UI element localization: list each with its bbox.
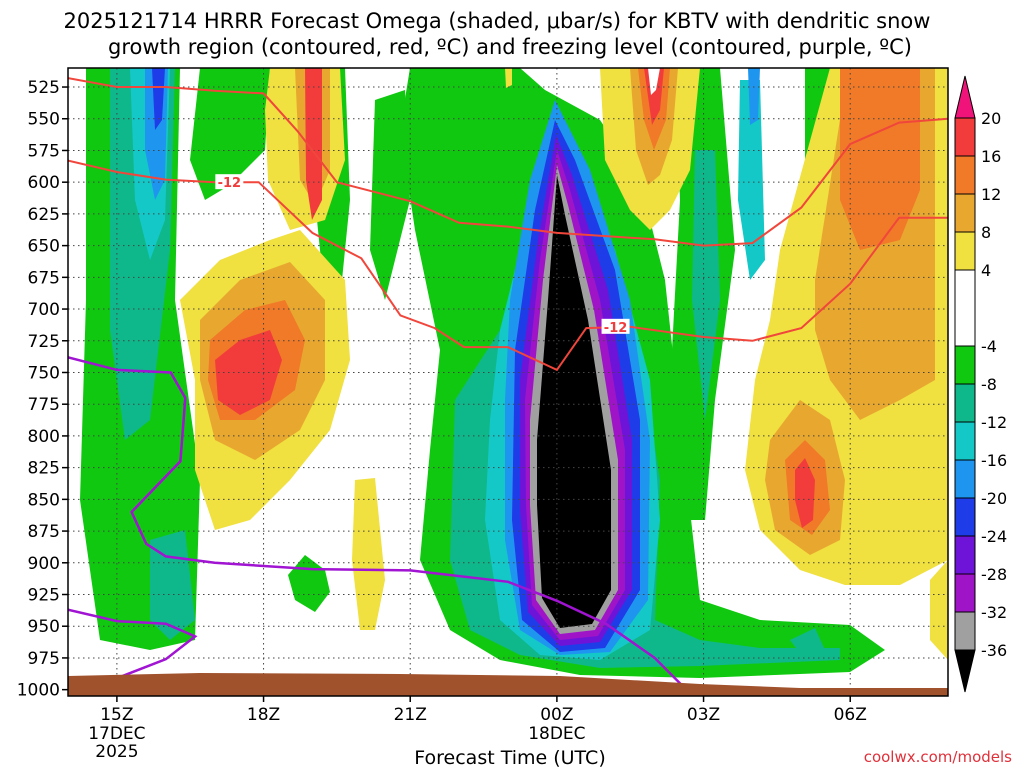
ascent-right-blue	[748, 68, 760, 125]
y-tick-label-725: 725	[28, 332, 60, 352]
freezing-level-lower-contour	[68, 608, 198, 684]
colorbar-bottom-arrow	[954, 649, 976, 693]
y-tick-label-800: 800	[28, 427, 60, 447]
colorbar-band--12-to--8	[954, 383, 976, 423]
colorbar-legend: 20 16 12 8 4 -4 -8 -12 -16 -20 -24 -28 -32 -36	[954, 75, 1007, 693]
ascent-left-deepblue	[152, 68, 165, 130]
colorbar-band--24-to--20	[954, 497, 976, 537]
descent-top-center-red	[644, 68, 664, 125]
colorbar-label--28: -28	[981, 565, 1007, 584]
y-axis-pressure: 525 550 575 600 625 650 675 700 725 750 775 800 825 8…	[17, 78, 68, 701]
x-tick-label-03Z: 03Z	[687, 705, 720, 725]
plot-frame	[67, 67, 949, 697]
y-tick-label-525: 525	[28, 78, 60, 98]
colorbar-band--8-to--4	[954, 345, 976, 385]
colorbar-label--20: -20	[981, 489, 1007, 508]
colorbar-label--36: -36	[981, 641, 1007, 660]
colorbar-band-12-to-16	[954, 155, 976, 195]
colorbar-band--20-to--16	[954, 459, 976, 499]
terrain-ground	[68, 673, 948, 696]
colorbar-label-4: 4	[981, 261, 991, 280]
colorbar-label-16: 16	[981, 147, 1001, 166]
colorbar-band-4-to-8	[954, 231, 976, 271]
colorbar-label--8: -8	[981, 375, 997, 394]
x-tick-label-00Z: 00Z	[540, 705, 573, 725]
y-tick-label-850: 850	[28, 490, 60, 510]
y-tick-label-875: 875	[28, 522, 60, 542]
dgz-upper-contour	[68, 77, 948, 247]
y-tick-label-825: 825	[28, 459, 60, 479]
x-axis-label: Forecast Time (UTC)	[414, 747, 605, 768]
contour-lines: -12 -12	[68, 77, 948, 694]
chart-title-line-2: growth region (contoured, red, ºC) and f…	[108, 35, 912, 59]
colorbar-band--16-to--12	[954, 421, 976, 461]
y-tick-label-600: 600	[28, 173, 60, 193]
y-tick-label-900: 900	[28, 554, 60, 574]
y-tick-label-650: 650	[28, 237, 60, 257]
ascent-core-black	[537, 175, 611, 628]
descent-top-yellow-small	[505, 68, 512, 88]
chart-title-line-1: 2025121714 HRRR Forecast Omega (shaded, …	[64, 9, 931, 33]
colorbar-label--32: -32	[981, 603, 1007, 622]
y-tick-label-700: 700	[28, 300, 60, 320]
ascent-right-cyan	[738, 80, 765, 280]
x-tick-label-06Z: 06Z	[834, 705, 867, 725]
colorbar-band-8-to-12	[954, 193, 976, 233]
x-tick-label-15Z: 15Z	[100, 705, 133, 725]
y-tick-label-575: 575	[28, 141, 60, 161]
colorbar-label--12: -12	[981, 413, 1007, 432]
y-tick-label-925: 925	[28, 586, 60, 606]
x-tick-label-21Z: 21Z	[394, 705, 427, 725]
x-tick-label-18Z: 18Z	[247, 705, 280, 725]
colorbar-label--24: -24	[981, 527, 1007, 546]
terrain-fill	[68, 673, 948, 696]
descent-far-right-edge-yellow	[930, 560, 948, 660]
y-tick-label-775: 775	[28, 395, 60, 415]
colorbar-band--36-to--32	[954, 611, 976, 651]
x-tick-sublabel-15Z-1: 2025	[95, 742, 138, 762]
y-tick-label-950: 950	[28, 617, 60, 637]
y-tick-label-675: 675	[28, 268, 60, 288]
x-tick-sublabel-00Z-0: 18DEC	[528, 724, 585, 744]
dgz-label-left: -12	[218, 176, 242, 191]
colorbar-label-20: 20	[981, 109, 1001, 128]
descent-right-orange	[840, 68, 920, 250]
colorbar-band--4-to-4	[954, 269, 976, 347]
descent-lower-right-red	[795, 458, 815, 528]
descent-top-center-magenta	[648, 68, 660, 95]
y-tick-label-750: 750	[28, 363, 60, 383]
ascent-left-upper	[190, 68, 270, 200]
x-tick-sublabel-15Z-0: 17DEC	[88, 724, 145, 744]
colorbar-top-arrow	[954, 75, 976, 119]
colorbar-band--32-to--28	[954, 573, 976, 613]
colorbar-band--28-to--24	[954, 535, 976, 575]
y-tick-label-550: 550	[28, 110, 60, 130]
colorbar-band-16-to-20	[954, 117, 976, 157]
gridlines	[68, 68, 948, 696]
freezing-level-upper-contour	[68, 356, 690, 694]
colorbar-label-8: 8	[981, 223, 991, 242]
y-tick-label-1000: 1000	[17, 681, 60, 701]
colorbar-label--16: -16	[981, 451, 1007, 470]
y-tick-label-975: 975	[28, 649, 60, 669]
dgz-label-left-bg	[215, 174, 244, 190]
descent-21z-yellow-strip	[352, 478, 385, 630]
dgz-label-center: -12	[604, 321, 628, 336]
omega-shaded-field	[80, 68, 948, 678]
colorbar-label--4: -4	[981, 337, 997, 356]
dgz-label-center-bg	[601, 318, 630, 334]
colorbar-label-12: 12	[981, 185, 1001, 204]
ascent-right-teal	[692, 150, 720, 420]
ascent-teal-blob-bottom-right	[790, 628, 825, 660]
y-tick-label-625: 625	[28, 205, 60, 225]
credit-text: coolwx.com/models	[864, 748, 1012, 766]
